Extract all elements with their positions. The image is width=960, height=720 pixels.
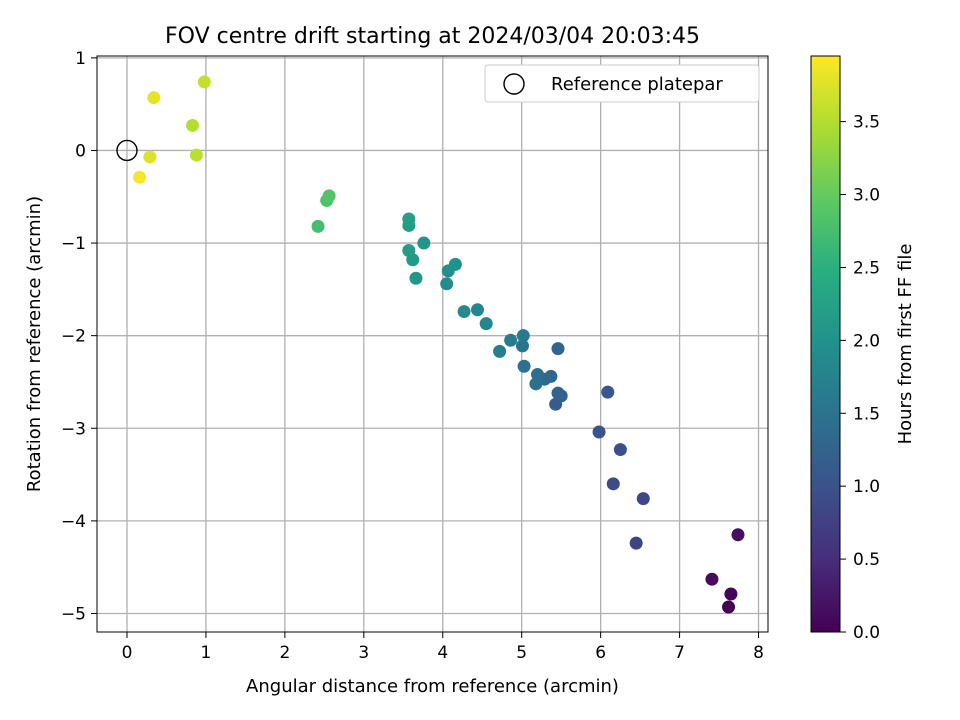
x-tick-label: 5 [516,643,527,663]
scatter-point [143,150,157,164]
colorbar-tick-label: 1.0 [853,477,880,497]
scatter-point [636,492,650,506]
y-tick-label: −2 [61,327,86,347]
scatter-point [133,170,147,184]
scatter-point [516,329,530,343]
scatter-point [189,148,203,162]
scatter-point [402,243,416,257]
y-tick-label: −4 [61,512,86,532]
reference-platepar-marker [116,139,138,162]
scatter-point [186,118,200,132]
x-tick-label: 8 [753,643,764,663]
y-axis-ticks: 1 0 −1 −2 −3 −4 −5 [61,49,97,624]
scatter-point [409,271,423,285]
reference-layer [116,139,138,162]
scatter-point [479,317,493,331]
scatter-point [493,344,507,358]
scatter-point [440,277,454,291]
x-tick-label: 2 [279,643,290,663]
colorbar-tick-label: 2.5 [853,258,880,278]
y-tick-label: −3 [61,419,86,439]
colorbar: 0.0 0.5 1.0 1.5 2.0 2.5 3.0 3.5 Hours from firs… [810,55,916,643]
scatter-point [722,600,736,614]
colorbar-label: Hours from first FF file [895,244,916,445]
scatter-point [629,536,643,550]
plot-area-frame [96,55,769,633]
y-tick-label: −1 [61,234,86,254]
scatter-point [731,528,745,542]
scatter-point [322,189,336,203]
chart-title: FOV centre drift starting at 2024/03/04 … [165,24,700,49]
y-tick-label: 0 [75,141,86,161]
scatter-point [311,219,325,233]
x-tick-label: 7 [674,643,685,663]
colorbar-tick-label: 1.5 [853,404,880,424]
colorbar-tick-label: 0.0 [853,623,880,643]
scatter-point [613,443,627,457]
legend: Reference platepar [484,64,760,103]
scatter-point [705,572,719,586]
scatter-point [147,91,161,105]
legend-box [484,64,760,103]
legend-marker-reference [503,73,525,95]
scatter-points [133,75,745,614]
y-tick-label: −5 [61,604,86,624]
scatter-point [601,385,615,399]
colorbar-tick-label: 3.5 [853,113,880,133]
scatter-point [402,212,416,226]
scatter-point [529,377,543,391]
scatter-point [551,386,565,400]
grid [97,56,768,632]
colorbar-tick-label: 2.0 [853,331,880,351]
scatter-point [504,333,518,347]
scatter-point [515,339,529,353]
scatter-point [417,236,431,250]
x-axis-label: Angular distance from reference (arcmin) [246,676,619,697]
x-tick-label: 1 [201,643,212,663]
colorbar-tick-label: 0.5 [853,550,880,570]
legend-label-reference: Reference platepar [551,74,723,95]
colorbar-ticks: 0.0 0.5 1.0 1.5 2.0 2.5 3.0 3.5 [840,113,880,643]
colorbar-tick-label: 3.0 [853,186,880,206]
scatter-point [470,303,484,317]
x-axis-ticks: 0 1 2 3 4 5 6 7 8 [122,632,764,663]
scatter-point [517,359,531,373]
y-axis-label: Rotation from reference (arcmin) [24,196,45,492]
x-tick-label: 4 [437,643,448,663]
scatter-point [724,587,738,601]
colorbar-gradient [810,55,841,633]
scatter-point [606,477,620,491]
scatter-point [448,257,462,271]
x-tick-label: 0 [122,643,133,663]
y-tick-label: 1 [75,49,86,69]
scatter-point [551,342,565,356]
x-tick-label: 3 [358,643,369,663]
scatter-point [457,305,471,319]
scatter-point [197,75,211,89]
x-tick-label: 6 [595,643,606,663]
scatter-point [592,425,606,439]
